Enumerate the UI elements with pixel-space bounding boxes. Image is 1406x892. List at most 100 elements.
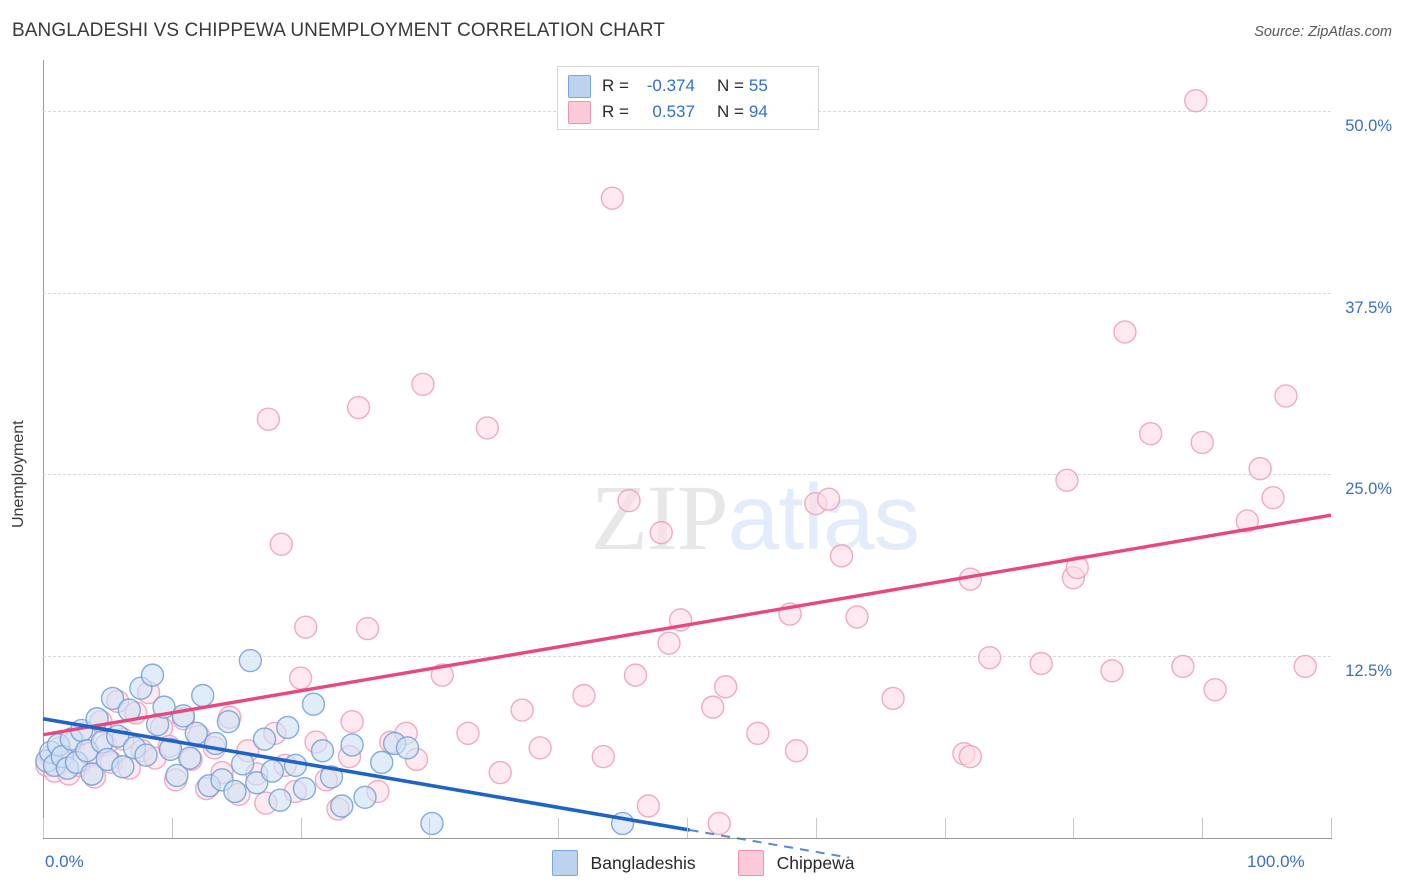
y-tick-label: 50.0% [1345,117,1392,136]
stats-r-label-chippewa: R = [602,102,629,122]
data-point[interactable] [290,667,312,689]
data-point[interactable] [302,693,324,715]
legend-label-chippewa: Chippewa [777,853,855,874]
data-point[interactable] [217,711,239,733]
data-point[interactable] [882,687,904,709]
x-axis-tick [558,818,559,838]
data-point[interactable] [239,650,261,672]
stats-r-value-bangladeshis: -0.374 [633,76,695,96]
y-tick-label: 12.5% [1345,662,1392,681]
data-point[interactable] [312,740,334,762]
data-point[interactable] [141,664,163,686]
data-point[interactable] [1030,653,1052,675]
stats-r-value-chippewa: 0.537 [633,102,695,122]
x-axis-tick [43,818,44,838]
data-point[interactable] [1262,487,1284,509]
source-attribution: Source: ZipAtlas.com [1254,24,1392,40]
x-axis-tick [1202,818,1203,838]
data-point[interactable] [618,490,640,512]
data-point[interactable] [846,606,868,628]
data-point[interactable] [261,760,283,782]
data-point[interactable] [637,795,659,817]
chart-legend: Bangladeshis Chippewa [0,850,1406,876]
data-point[interactable] [277,716,299,738]
plot-area: ZIPatlas [43,60,1331,838]
trendline-chippewa [43,515,1331,735]
chart-page: BANGLADESHI VS CHIPPEWA UNEMPLOYMENT COR… [0,0,1406,892]
x-axis-tick [172,818,173,838]
data-point[interactable] [747,722,769,744]
data-point[interactable] [348,397,370,419]
data-point[interactable] [254,728,276,750]
data-point[interactable] [1101,660,1123,682]
data-point[interactable] [708,812,730,834]
data-point[interactable] [412,373,434,395]
data-point[interactable] [1204,679,1226,701]
stats-r-label-bangladeshis: R = [602,76,629,96]
data-point[interactable] [112,756,134,778]
data-point[interactable] [421,812,443,834]
data-point[interactable] [1185,90,1207,112]
stats-swatch-chippewa [568,101,591,124]
data-point[interactable] [341,711,363,733]
x-axis-tick [301,818,302,838]
data-point[interactable] [1056,469,1078,491]
legend-swatch-chippewa [738,850,764,876]
correlation-stats-box: R = -0.374 N = 55 R = 0.537 N = 94 [557,66,819,130]
stats-row-chippewa: R = 0.537 N = 94 [568,99,808,125]
legend-item-bangladeshis[interactable]: Bangladeshis [552,850,696,876]
data-point[interactable] [1275,385,1297,407]
scatter-points-layer [43,60,1331,838]
data-point[interactable] [702,696,724,718]
data-point[interactable] [1294,655,1316,677]
data-point[interactable] [224,780,246,802]
x-axis-tick [429,818,430,838]
data-point[interactable] [979,647,1001,669]
data-point[interactable] [573,684,595,706]
data-point[interactable] [341,734,363,756]
data-point[interactable] [650,522,672,544]
data-point[interactable] [295,616,317,638]
legend-swatch-bangladeshis [552,850,578,876]
data-point[interactable] [529,737,551,759]
data-point[interactable] [257,408,279,430]
x-axis-line [43,838,1332,839]
data-point[interactable] [489,762,511,784]
data-point[interactable] [371,751,393,773]
legend-item-chippewa[interactable]: Chippewa [738,850,855,876]
data-point[interactable] [476,417,498,439]
data-point[interactable] [624,664,646,686]
data-point[interactable] [179,747,201,769]
data-point[interactable] [357,618,379,640]
stats-row-bangladeshis: R = -0.374 N = 55 [568,73,808,99]
data-point[interactable] [457,722,479,744]
data-point[interactable] [715,676,737,698]
data-point[interactable] [185,722,207,744]
data-point[interactable] [1172,655,1194,677]
data-point[interactable] [785,740,807,762]
stats-n-value-chippewa: 94 [749,102,768,122]
stats-n-value-bangladeshis: 55 [749,76,768,96]
data-point[interactable] [658,632,680,654]
data-point[interactable] [331,795,353,817]
data-point[interactable] [1249,458,1271,480]
data-point[interactable] [511,699,533,721]
data-point[interactable] [270,533,292,555]
data-point[interactable] [601,187,623,209]
x-axis-tick [1073,818,1074,838]
data-point[interactable] [1114,321,1136,343]
data-point[interactable] [1191,431,1213,453]
data-point[interactable] [959,746,981,768]
data-point[interactable] [293,778,315,800]
data-point[interactable] [818,488,840,510]
stats-n-label-bangladeshis: N = [717,76,744,96]
data-point[interactable] [592,746,614,768]
data-point[interactable] [192,684,214,706]
data-point[interactable] [831,545,853,567]
data-point[interactable] [397,737,419,759]
stats-swatch-bangladeshis [568,75,591,98]
data-point[interactable] [1140,423,1162,445]
data-point[interactable] [269,789,291,811]
data-point[interactable] [354,786,376,808]
data-point[interactable] [135,744,157,766]
